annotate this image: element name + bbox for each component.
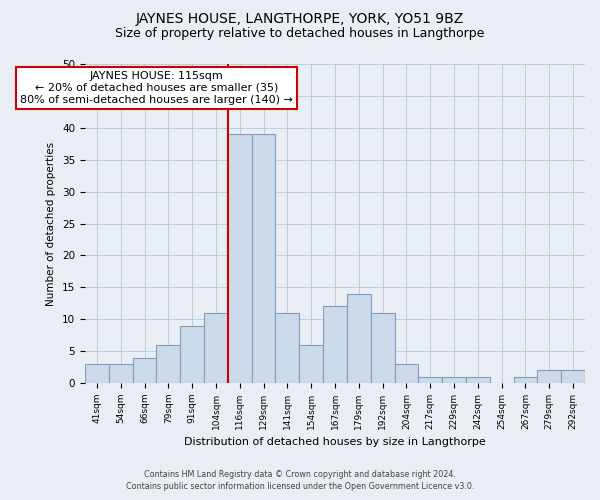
- Text: Contains HM Land Registry data © Crown copyright and database right 2024.
Contai: Contains HM Land Registry data © Crown c…: [126, 470, 474, 491]
- Bar: [371, 313, 395, 383]
- Bar: [418, 376, 442, 383]
- Bar: [228, 134, 251, 383]
- Bar: [275, 313, 299, 383]
- X-axis label: Distribution of detached houses by size in Langthorpe: Distribution of detached houses by size …: [184, 438, 486, 448]
- Bar: [347, 294, 371, 383]
- Bar: [323, 306, 347, 383]
- Bar: [514, 376, 538, 383]
- Text: Size of property relative to detached houses in Langthorpe: Size of property relative to detached ho…: [115, 28, 485, 40]
- Y-axis label: Number of detached properties: Number of detached properties: [46, 142, 56, 306]
- Bar: [299, 345, 323, 383]
- Bar: [204, 313, 228, 383]
- Bar: [466, 376, 490, 383]
- Bar: [85, 364, 109, 383]
- Bar: [395, 364, 418, 383]
- Text: JAYNES HOUSE, LANGTHORPE, YORK, YO51 9BZ: JAYNES HOUSE, LANGTHORPE, YORK, YO51 9BZ: [136, 12, 464, 26]
- Text: JAYNES HOUSE: 115sqm
← 20% of detached houses are smaller (35)
80% of semi-detac: JAYNES HOUSE: 115sqm ← 20% of detached h…: [20, 72, 293, 104]
- Bar: [442, 376, 466, 383]
- Bar: [180, 326, 204, 383]
- Bar: [561, 370, 585, 383]
- Bar: [133, 358, 157, 383]
- Bar: [538, 370, 561, 383]
- Bar: [157, 345, 180, 383]
- Bar: [109, 364, 133, 383]
- Bar: [251, 134, 275, 383]
